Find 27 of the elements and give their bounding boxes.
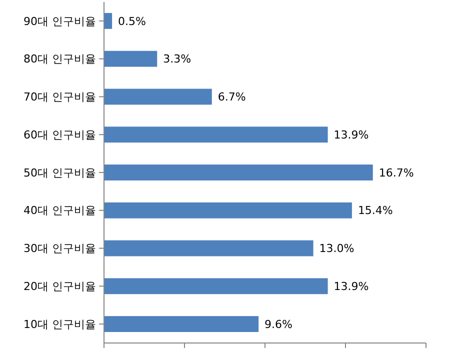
bar bbox=[104, 164, 373, 180]
bar bbox=[104, 126, 328, 143]
y-tick-label: 70대 인구비율 bbox=[24, 90, 96, 104]
bar bbox=[104, 240, 314, 256]
data-label: 13.0% bbox=[319, 242, 354, 256]
data-label: 3.3% bbox=[163, 52, 192, 66]
y-tick-label: 10대 인구비율 bbox=[24, 318, 96, 331]
data-label: 13.9% bbox=[334, 128, 369, 142]
bar bbox=[104, 316, 259, 332]
bar bbox=[104, 50, 158, 67]
y-tick-label: 40대 인구비율 bbox=[24, 204, 96, 218]
bar bbox=[104, 278, 328, 294]
bar bbox=[104, 88, 212, 105]
bar bbox=[104, 12, 112, 29]
data-label: 6.7% bbox=[218, 90, 246, 104]
bar bbox=[104, 202, 352, 218]
y-tick-label: 50대 인구비율 bbox=[24, 166, 96, 180]
data-label: 15.4% bbox=[358, 204, 393, 218]
data-label: 0.5% bbox=[118, 14, 146, 28]
y-tick-label: 30대 인구비율 bbox=[24, 242, 96, 256]
data-label: 13.9% bbox=[334, 280, 369, 294]
data-label: 9.6% bbox=[264, 318, 293, 331]
y-tick-label: 60대 인구비율 bbox=[24, 128, 96, 142]
y-tick-label: 80대 인구비율 bbox=[24, 52, 96, 66]
y-tick-label: 90대 인구비율 bbox=[24, 14, 96, 28]
y-tick-label: 20대 인구비율 bbox=[24, 280, 96, 294]
data-label: 16.7% bbox=[378, 166, 414, 180]
